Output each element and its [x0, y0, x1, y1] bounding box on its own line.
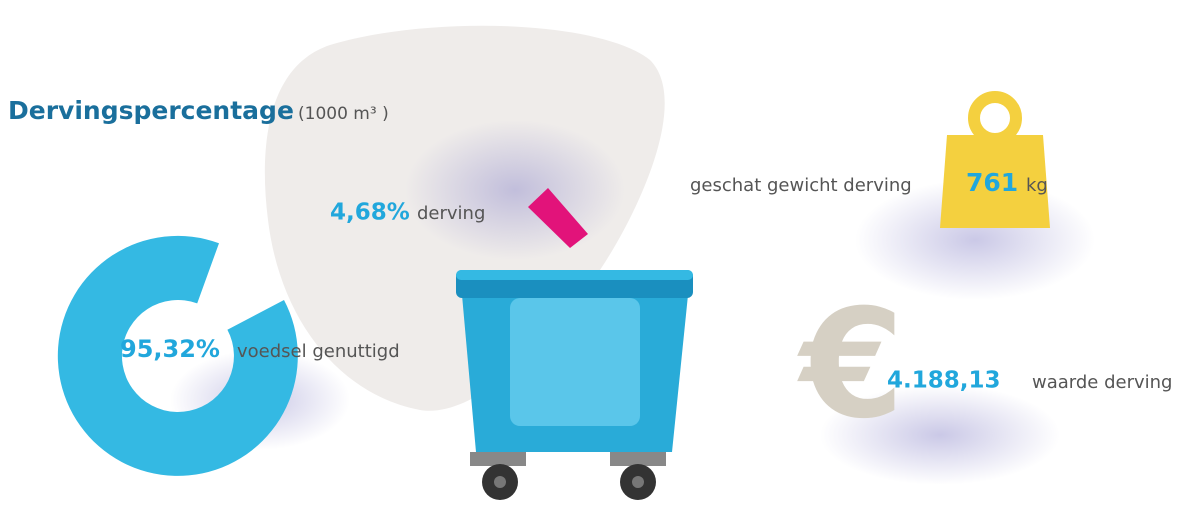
page: {"title": {"label": "Dervingspercentage"…	[0, 0, 1204, 524]
used-label: voedsel genuttigd	[237, 341, 400, 362]
used-value: 95,32%	[120, 335, 220, 363]
waste-value: 4,68%	[330, 200, 410, 226]
bin	[456, 270, 693, 500]
title-unit: (1000 m³ )	[298, 104, 389, 124]
waste-label: derving	[417, 203, 485, 224]
title: Dervingspercentage	[8, 96, 294, 125]
weight-value: 761	[966, 168, 1018, 197]
weight-label: geschat gewicht derving	[690, 175, 912, 196]
infographic: Dervingspercentage (1000 m³ ) 95,32% voe…	[0, 0, 1204, 524]
glow	[405, 120, 625, 260]
weight-unit: kg	[1026, 175, 1048, 196]
cost-value: 4.188,13	[887, 368, 1001, 394]
euro-symbol: €	[797, 278, 904, 452]
body: Dervingspercentage (1000 m³ ) 95,32% voe…	[0, 0, 1204, 524]
weight-icon	[940, 97, 1050, 228]
cost-label: waarde derving	[1032, 372, 1172, 393]
